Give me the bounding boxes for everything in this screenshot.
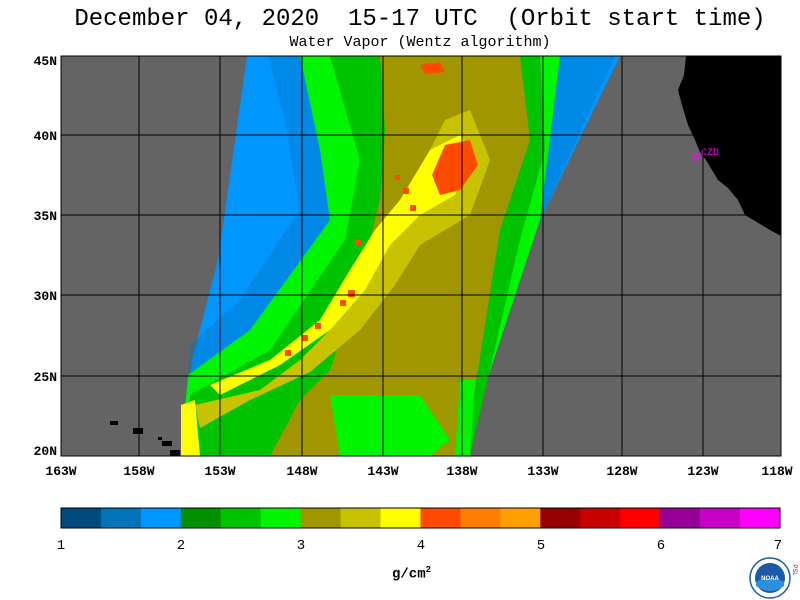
lon-label: 118W: [761, 464, 792, 479]
speckle: [395, 175, 400, 180]
logo-text: NOAA: [761, 576, 779, 582]
colorbar-segment: [540, 508, 581, 528]
colorbar-tick-label: 7: [774, 538, 782, 554]
gridlines: [61, 56, 781, 456]
colorbar-segment: [660, 508, 701, 528]
lat-label: 40N: [34, 129, 57, 144]
lat-label: 30N: [34, 289, 57, 304]
lon-label: 148W: [286, 464, 317, 479]
units-text: g/cm: [392, 566, 426, 583]
swath-orange-north: [420, 62, 445, 74]
colorbar-segment: [420, 508, 461, 528]
swath-yellow-edge: [181, 400, 200, 456]
lon-label: 128W: [606, 464, 637, 479]
island: [162, 441, 172, 446]
station-marker-czd: CZD: [692, 148, 719, 161]
island: [158, 437, 162, 440]
speckle: [403, 188, 409, 194]
lon-label: 138W: [446, 464, 477, 479]
noaa-logo: NOAA PSL: [749, 557, 797, 599]
island: [170, 450, 180, 456]
land-hawaii: [110, 421, 180, 456]
colorbar-segment: [61, 508, 102, 528]
colorbar-units: g/cm2: [392, 565, 431, 583]
orange-speckles: [285, 175, 416, 356]
colorbar-segment: [380, 508, 421, 528]
colorbar-tick-label: 5: [537, 538, 545, 554]
swath-yellow: [210, 135, 475, 395]
colorbar-ticks: 1 2 3 4 5 6 7: [57, 538, 782, 554]
map-subtitle: Water Vapor (Wentz algorithm): [289, 34, 551, 51]
island: [133, 428, 143, 434]
lon-label: 158W: [123, 464, 154, 479]
swath-orange-core: [432, 140, 478, 195]
lat-label: 20N: [34, 444, 57, 459]
colorbar-segment: [300, 508, 342, 528]
logo-side-letters: PSL: [791, 564, 797, 576]
lat-label: 45N: [34, 54, 57, 69]
colorbar-segment: [580, 508, 621, 528]
speckle: [315, 323, 321, 329]
speckle: [355, 240, 361, 246]
colorbar-segment: [260, 508, 302, 528]
colorbar-segment: [220, 508, 262, 528]
speckle: [410, 205, 416, 211]
map-title: December 04, 2020 15-17 UTC (Orbit start…: [74, 6, 766, 33]
speckle: [285, 350, 291, 356]
colorbar-segment: [100, 508, 142, 528]
speckle: [340, 300, 346, 306]
lon-label: 153W: [204, 464, 235, 479]
colorbar-tick-label: 6: [657, 538, 665, 554]
colorbar-segment: [740, 508, 781, 528]
colorbar-segment: [340, 508, 382, 528]
colorbar-segment: [620, 508, 661, 528]
swath-green-patch: [330, 395, 450, 456]
units-exponent: 2: [425, 565, 432, 575]
land-california: [678, 56, 781, 236]
lat-label: 25N: [34, 370, 57, 385]
lon-label: 123W: [687, 464, 718, 479]
colorbar-tick-label: 2: [177, 538, 185, 554]
map-frame: [60, 55, 782, 457]
colorbar-segment: [460, 508, 501, 528]
speckle: [348, 290, 355, 297]
island: [110, 421, 118, 425]
station-label: CZD: [701, 148, 719, 159]
lon-label: 143W: [367, 464, 398, 479]
colorbar-tick-label: 3: [297, 538, 305, 554]
colorbar: [61, 508, 781, 528]
station-dot: [692, 153, 700, 161]
lon-labels: 163W 158W 153W 148W 143W 138W 133W 128W …: [45, 464, 792, 479]
colorbar-segment: [500, 508, 541, 528]
colorbar-tick-label: 4: [417, 538, 425, 554]
lon-label: 163W: [45, 464, 76, 479]
colorbar-segment: [140, 508, 182, 528]
speckle: [302, 335, 308, 341]
colorbar-segment: [700, 508, 741, 528]
swath-green-south: [455, 380, 475, 456]
logo-wave: [756, 578, 784, 591]
lat-labels: 45N 40N 35N 30N 25N 20N: [34, 54, 57, 459]
lon-label: 133W: [527, 464, 558, 479]
colorbar-tick-label: 1: [57, 538, 65, 554]
colorbar-segment: [180, 508, 222, 528]
colorbar-frame: [60, 507, 781, 529]
lat-label: 35N: [34, 209, 57, 224]
